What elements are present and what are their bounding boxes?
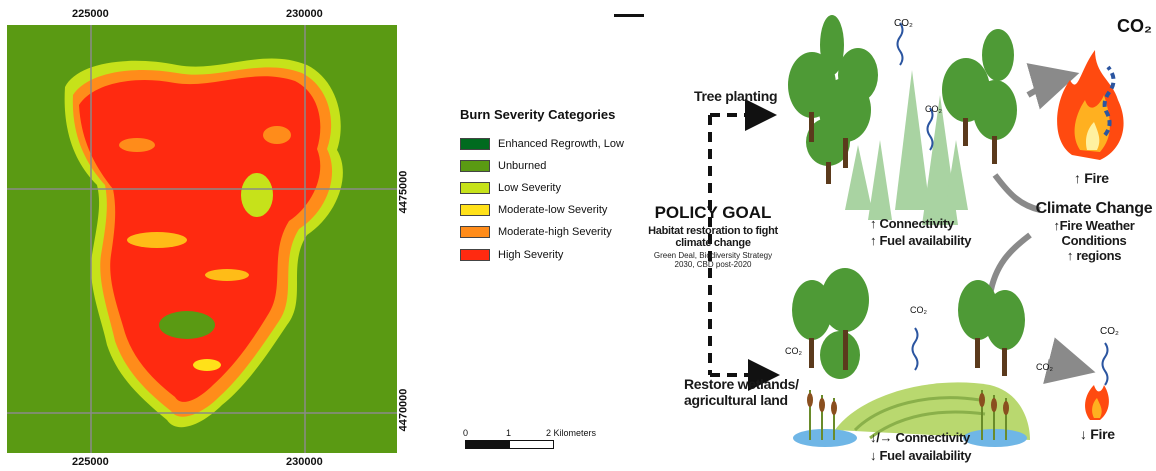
climate-line-2: Conditions (1061, 233, 1127, 248)
co2-label: CO₂ (910, 305, 927, 315)
fire-up-label: ↑ Fire (1074, 170, 1109, 186)
co2-label: CO₂ (894, 18, 913, 29)
y-tick-2: 4470000 (397, 388, 410, 432)
scale-label-2: 2 Kilometers (546, 428, 597, 438)
x-tick-bottom-2: 230000 (286, 456, 323, 468)
climate-line-3: ↑ regions (1066, 248, 1122, 263)
diagram-graphics (708, 15, 1124, 447)
legend-title: Burn Severity Categories (460, 107, 616, 122)
climate-change-title: Climate Change (1035, 200, 1153, 217)
policy-goal-note-1: Green Deal, Biodiversity Strategy (653, 251, 773, 260)
x-tick-top-2: 230000 (286, 8, 323, 20)
restore-label-block: Restore wetlands/ agricultural land (684, 376, 799, 408)
legend-swatch (460, 182, 490, 194)
bottom-fuel-label: ↓ Fuel availability (870, 448, 972, 463)
policy-goal-subtitle-2: climate change (675, 237, 751, 249)
scale-label-1: 1 (506, 428, 512, 438)
legend-label: High Severity (498, 249, 564, 261)
policy-diagram: Tree planting POLICY GOAL Habitat restor… (600, 0, 1156, 471)
legend-item: Enhanced Regrowth, Low (460, 137, 624, 151)
legend-label: Low Severity (498, 182, 561, 194)
policy-goal-title: POLICY GOAL (654, 203, 772, 222)
top-connectivity-label: ↑ Connectivity (870, 216, 954, 231)
legend-label: Unburned (498, 160, 547, 172)
tree-planting-label: Tree planting (694, 88, 778, 104)
co2-label: CO₂ (785, 346, 802, 356)
legend-swatch (460, 138, 490, 150)
burn-severity-map-panel: 225000 230000 225000 230000 4475000 4470… (0, 0, 440, 471)
legend-item: Unburned (460, 159, 546, 173)
scale-bar-segment-white (509, 440, 554, 449)
legend-item: Low Severity (460, 181, 561, 195)
legend-label: Enhanced Regrowth, Low (498, 138, 624, 150)
y-tick-1: 4475000 (397, 170, 410, 214)
restore-label-line-1: Restore wetlands/ (684, 376, 799, 392)
legend-item: Moderate-low Severity (460, 203, 607, 217)
scale-label-0: 0 (463, 428, 469, 438)
x-tick-bottom-1: 225000 (72, 456, 109, 468)
legend-label: Moderate-high Severity (498, 226, 612, 238)
policy-goal-subtitle-1: Habitat restoration to fight (648, 225, 778, 237)
legend-item: Moderate-high Severity (460, 225, 612, 239)
x-tick-top-1: 225000 (72, 8, 109, 20)
co2-label-big: CO₂ (1117, 16, 1152, 36)
policy-goal-block: POLICY GOAL Habitat restoration to fight… (638, 203, 788, 269)
climate-change-block: Climate Change ↑Fire Weather Conditions … (1032, 200, 1156, 263)
burn-severity-raster (7, 25, 397, 453)
legend-swatch (460, 226, 490, 238)
legend-swatch (460, 160, 490, 172)
legend-swatch (460, 204, 490, 216)
top-fuel-label: ↑ Fuel availability (870, 233, 972, 248)
legend-label: Moderate-low Severity (498, 204, 608, 216)
co2-label: CO₂ (1036, 362, 1053, 372)
co2-label: CO₂ (925, 104, 942, 114)
separator-mark (614, 14, 644, 17)
fire-down-label: ↓ Fire (1080, 426, 1115, 442)
legend-item: High Severity (460, 248, 563, 262)
legend-swatch (460, 249, 490, 261)
restore-label-line-2: agricultural land (684, 392, 788, 408)
co2-label: CO₂ (1100, 326, 1119, 337)
policy-goal-note-2: 2030, CBD post-2020 (674, 260, 752, 269)
climate-line-1: ↑Fire Weather (1053, 218, 1135, 233)
bottom-connectivity-label: ↓/→ Connectivity (870, 430, 970, 445)
scale-bar-segment-black (465, 440, 511, 449)
